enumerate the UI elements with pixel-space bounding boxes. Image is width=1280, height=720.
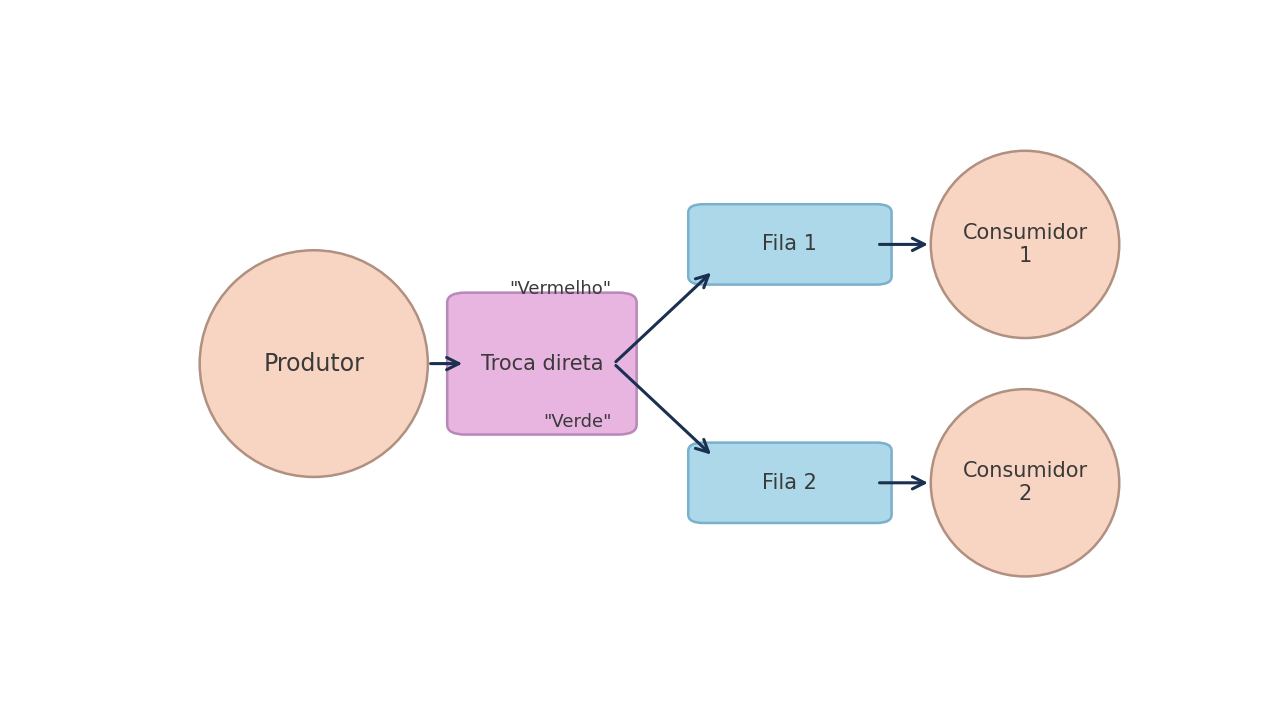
Text: Fila 1: Fila 1	[763, 235, 818, 254]
FancyBboxPatch shape	[689, 204, 892, 284]
FancyBboxPatch shape	[689, 443, 892, 523]
Text: Troca direta: Troca direta	[481, 354, 603, 374]
Text: Produtor: Produtor	[264, 351, 365, 376]
Text: "Verde": "Verde"	[543, 413, 612, 431]
Text: "Vermelho": "Vermelho"	[509, 280, 612, 298]
Ellipse shape	[200, 251, 428, 477]
Ellipse shape	[931, 150, 1119, 338]
Text: Consumidor
2: Consumidor 2	[963, 462, 1088, 505]
Text: Consumidor
1: Consumidor 1	[963, 222, 1088, 266]
Ellipse shape	[931, 390, 1119, 577]
FancyBboxPatch shape	[447, 292, 636, 435]
Text: Fila 2: Fila 2	[763, 473, 818, 492]
